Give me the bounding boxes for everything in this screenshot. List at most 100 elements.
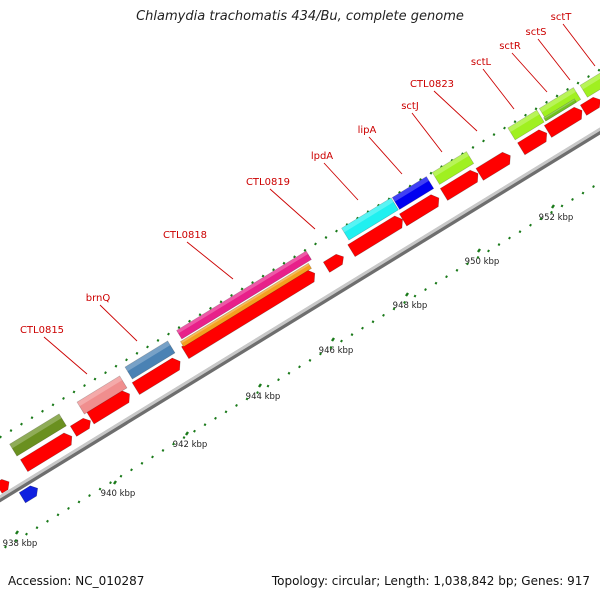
backbone-line: [0, 127, 600, 499]
minor-tick: [182, 436, 186, 440]
cds-red-body: [399, 194, 440, 227]
feature-blue-small: [18, 485, 39, 504]
cds-red: [20, 432, 73, 473]
minor-tick: [571, 198, 574, 201]
label-leader: [537, 38, 571, 81]
label-leader: [323, 162, 359, 201]
minor-tick-upper: [114, 364, 118, 368]
minor-tick-upper: [261, 274, 265, 278]
minor-tick-upper: [62, 396, 65, 400]
accession-text: Accession: NC_010287: [8, 574, 145, 588]
cds-red: [347, 215, 403, 258]
minor-tick: [539, 217, 543, 221]
minor-tick-upper: [566, 88, 569, 91]
kbp-tick-label: 938 kbp: [3, 539, 38, 549]
minor-tick-upper: [251, 281, 254, 284]
cds-red: [322, 253, 344, 273]
feature-CTL0818: [176, 250, 312, 340]
feature-olive-body: [9, 413, 67, 457]
minor-tick: [340, 339, 343, 343]
feature-sctT-body: [579, 72, 600, 98]
label-leader: [99, 304, 138, 342]
gene-label: CTL0823: [410, 79, 454, 90]
minor-tick-upper: [324, 236, 328, 239]
gene-label: CTL0819: [246, 177, 290, 188]
label-leader: [43, 336, 88, 375]
minor-tick-upper: [135, 351, 139, 355]
minor-tick-upper: [513, 120, 517, 124]
genome-summary-text: Topology: circular; Length: 1,038,842 bp…: [271, 574, 590, 588]
cds-red-body: [347, 215, 403, 258]
minor-tick: [130, 468, 133, 472]
minor-tick-upper: [272, 268, 275, 272]
cds-red: [0, 479, 10, 494]
minor-tick: [434, 281, 438, 285]
minor-tick-upper: [219, 300, 223, 304]
minor-tick: [350, 333, 354, 337]
minor-tick-upper: [30, 416, 34, 420]
minor-tick-upper: [104, 371, 107, 375]
minor-tick-upper: [545, 100, 548, 104]
feature-CTL0815: [76, 375, 128, 415]
feature-brnQ-body: [124, 340, 176, 380]
minor-tick: [56, 513, 60, 517]
gene-label: sctL: [471, 57, 492, 68]
minor-tick: [161, 449, 165, 452]
label-leader: [482, 68, 515, 110]
minor-tick-upper: [503, 126, 506, 130]
minor-tick: [214, 416, 217, 420]
minor-tick-upper: [524, 113, 527, 117]
minor-tick: [14, 539, 18, 543]
minor-tick: [298, 365, 301, 369]
minor-tick-upper: [429, 171, 433, 175]
feature-CTL0818-body: [176, 250, 312, 340]
minor-tick: [266, 384, 270, 388]
minor-tick-upper: [419, 178, 422, 182]
minor-tick-upper: [576, 81, 580, 85]
minor-tick: [392, 307, 396, 311]
major-tick: [15, 530, 19, 535]
major-tick: [551, 204, 555, 209]
cds-red: [475, 151, 511, 181]
minor-tick: [203, 423, 207, 427]
minor-tick: [581, 191, 585, 195]
minor-tick: [319, 352, 322, 356]
cds-red-body: [0, 479, 10, 494]
feature-sctS-highlight: [539, 87, 576, 113]
minor-tick: [4, 545, 7, 549]
minor-tick-upper: [293, 255, 296, 259]
minor-tick-upper: [471, 145, 475, 149]
minor-tick-upper: [167, 332, 170, 336]
cds-red: [131, 357, 181, 395]
minor-tick-upper: [156, 339, 160, 342]
minor-tick-upper: [146, 345, 149, 349]
backbone-layer: [0, 127, 600, 503]
minor-tick-upper: [303, 248, 307, 252]
minor-tick-upper: [93, 377, 97, 381]
gene-label: sctT: [551, 12, 573, 23]
kbp-tick-label: 952 kbp: [539, 213, 574, 223]
cds-red: [579, 96, 600, 116]
minor-tick: [466, 262, 469, 266]
minor-tick: [382, 313, 385, 317]
minor-tick-upper: [51, 403, 55, 407]
gene-label: brnQ: [86, 293, 111, 304]
cds-red: [399, 194, 440, 227]
minor-tick-upper: [587, 75, 590, 79]
minor-tick-upper: [335, 229, 338, 233]
feature-sctR-stripe: [543, 98, 577, 122]
kbp-tick-label: 942 kbp: [173, 440, 208, 450]
minor-tick-upper: [209, 306, 212, 310]
feature-sctJ: [431, 151, 475, 185]
cds-red-body: [131, 357, 181, 395]
cds-red-body: [69, 417, 91, 437]
minor-tick-upper: [240, 287, 244, 291]
minor-tick-upper: [230, 293, 233, 297]
feature-brnQ-highlight: [125, 340, 171, 372]
gene-label: sctJ: [401, 101, 419, 112]
cds-red-body: [439, 169, 479, 201]
major-tick: [113, 480, 117, 485]
feature-CTL0815-body: [76, 375, 128, 415]
minor-tick-upper: [41, 409, 44, 413]
